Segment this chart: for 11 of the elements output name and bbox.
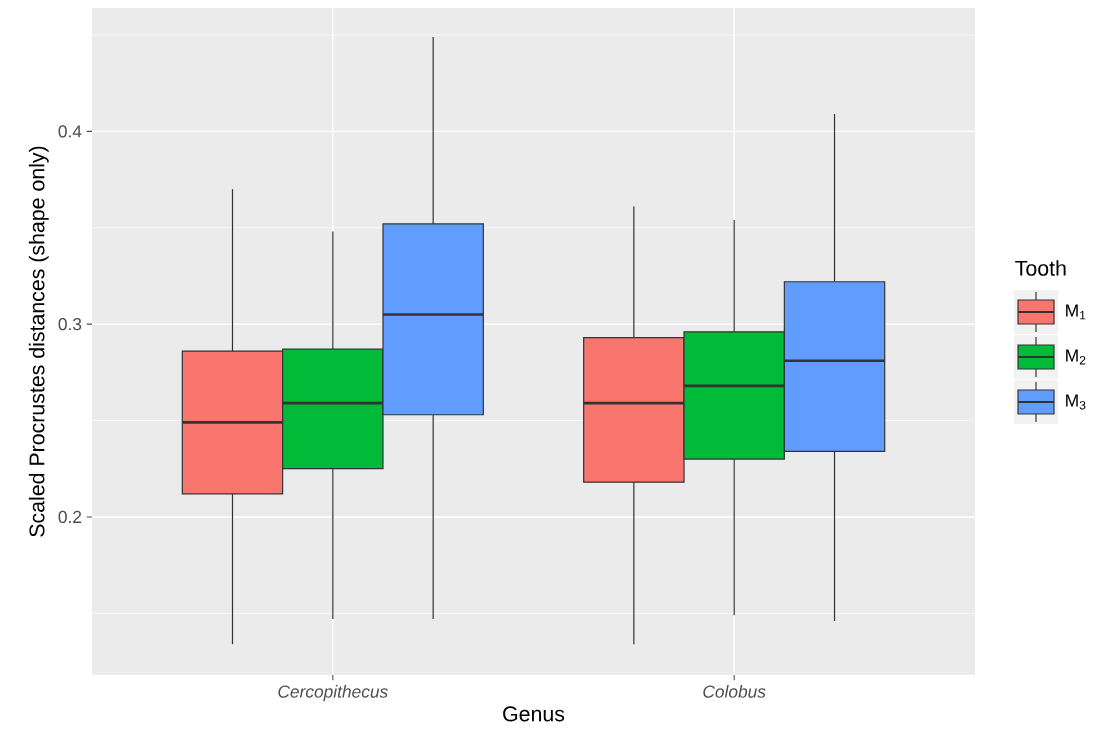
legend-label: M$_{1}$	[1066, 304, 1086, 320]
y-tick-label: 0.2	[58, 510, 82, 524]
x-tick-label: Colobus	[703, 685, 766, 698]
y-axis-title: Scaled Procrustes distances (shape only)	[28, 146, 49, 537]
legend-label: M$_{2}$	[1066, 349, 1086, 365]
x-tick-label: Cercopithecus	[278, 685, 388, 702]
legend-title: Tooth	[1015, 260, 1066, 276]
y-tick-label: 0.3	[58, 318, 82, 331]
legend-label: M$_{3}$	[1066, 394, 1086, 410]
y-tick-label: 0.4	[58, 125, 82, 138]
x-axis-title: Genus	[503, 706, 565, 722]
